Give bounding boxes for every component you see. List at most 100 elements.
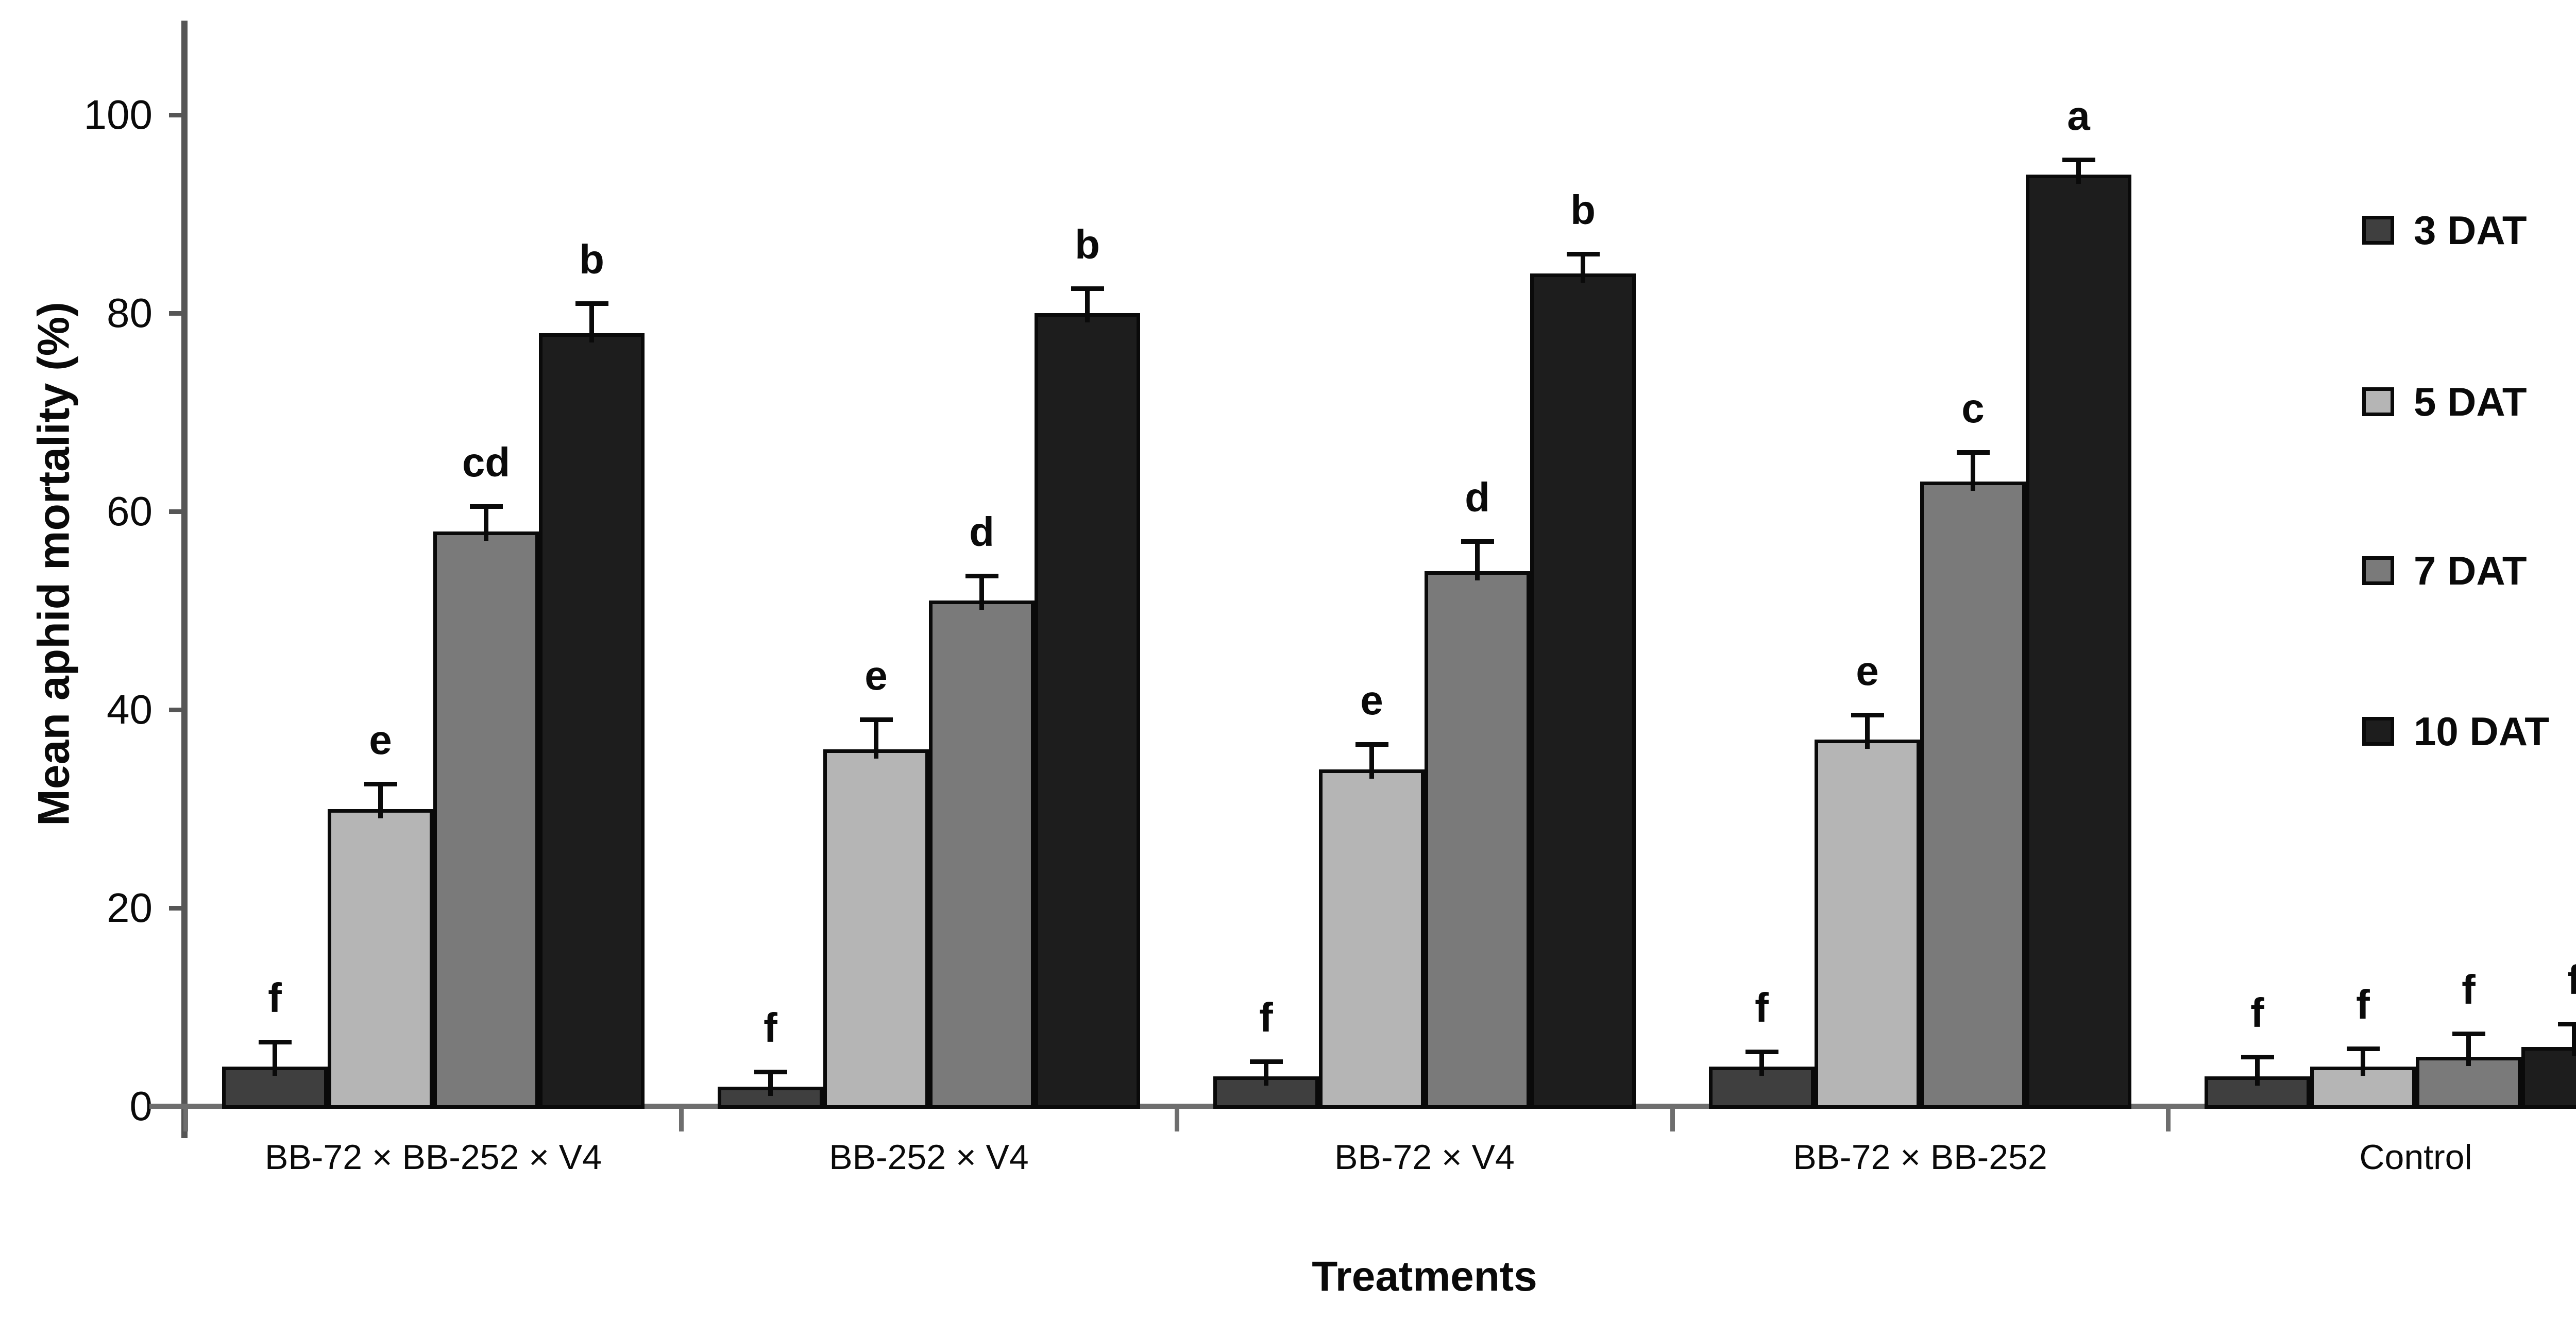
error-bar-cap xyxy=(1355,742,1388,747)
error-bar-stem xyxy=(2361,1049,2365,1076)
sig-letter: f xyxy=(2356,982,2370,1028)
error-bar-cap xyxy=(1071,286,1104,291)
legend-item: 7 DAT xyxy=(2362,545,2527,596)
error-bar-cap xyxy=(364,782,397,787)
error-bar-stem xyxy=(768,1071,773,1096)
bar xyxy=(2310,1067,2416,1109)
sig-letter: c xyxy=(1961,385,1985,431)
error-bar-stem xyxy=(874,719,878,759)
x-axis-title: Treatments xyxy=(1312,1253,1537,1300)
x-axis-boundary-tick xyxy=(2166,1109,2171,1131)
sig-letter: e xyxy=(1856,647,1879,694)
error-bar-stem xyxy=(1759,1052,1764,1076)
error-bar-cap xyxy=(965,574,998,579)
bar xyxy=(328,809,433,1109)
legend-label: 7 DAT xyxy=(2414,547,2527,593)
error-bar-stem xyxy=(378,784,383,818)
error-bar-stem xyxy=(2076,159,2081,184)
error-bar-cap xyxy=(1851,712,1884,717)
sig-letter: cd xyxy=(462,439,511,486)
error-bar-stem xyxy=(1971,452,1975,491)
y-tick-mark xyxy=(169,906,185,911)
y-tick-label: 0 xyxy=(129,1083,153,1129)
y-axis-title: Mean aphid mortality (%) xyxy=(29,302,79,826)
error-bar-stem xyxy=(1581,253,1585,283)
legend-item: 10 DAT xyxy=(2362,706,2549,757)
sig-letter: e xyxy=(865,653,888,699)
x-category-label: BB-252 × V4 xyxy=(829,1138,1029,1177)
bar xyxy=(539,333,645,1109)
sig-letter: e xyxy=(369,717,392,763)
error-bar-cap xyxy=(1566,251,1600,256)
x-axis-boundary-tick xyxy=(1670,1109,1675,1131)
error-bar-cap xyxy=(2062,157,2095,162)
error-bar-stem xyxy=(1475,541,1480,580)
sig-letter: b xyxy=(1570,186,1596,233)
y-tick-mark xyxy=(169,708,185,712)
bar xyxy=(1035,313,1140,1109)
bar xyxy=(823,749,929,1109)
error-bar-cap xyxy=(2346,1046,2380,1052)
x-category-label: BB-72 × BB-252 xyxy=(1793,1138,2047,1177)
bar xyxy=(1815,739,1920,1109)
legend-swatch xyxy=(2362,216,2394,245)
error-bar-cap xyxy=(2241,1054,2274,1059)
bar xyxy=(1425,571,1530,1109)
x-category-label: BB-72 × BB-252 × V4 xyxy=(265,1138,602,1177)
y-tick-label: 60 xyxy=(107,488,152,534)
error-bar-stem xyxy=(484,506,488,541)
error-bar-stem xyxy=(273,1041,277,1076)
y-tick-mark xyxy=(169,311,185,316)
error-bar-cap xyxy=(1249,1059,1283,1065)
bar xyxy=(929,601,1035,1109)
y-tick-label: 40 xyxy=(107,687,152,732)
y-axis-spine xyxy=(181,21,188,1138)
bar xyxy=(433,531,539,1109)
y-tick-label: 80 xyxy=(107,290,152,336)
x-category-label: BB-72 × V4 xyxy=(1334,1138,1515,1177)
error-bar-stem xyxy=(1369,744,1374,779)
bar xyxy=(1319,769,1425,1109)
x-axis-boundary-tick xyxy=(1175,1109,1179,1131)
sig-letter: d xyxy=(969,509,994,555)
sig-letter: d xyxy=(1465,474,1490,520)
legend-swatch xyxy=(2362,387,2394,416)
x-category-label: Control xyxy=(2359,1138,2472,1177)
error-bar-stem xyxy=(2572,1024,2576,1056)
bar xyxy=(1920,482,2026,1109)
y-tick-mark xyxy=(169,509,185,514)
error-bar-stem xyxy=(2466,1034,2471,1066)
error-bar-stem xyxy=(979,576,984,610)
error-bar-cap xyxy=(1461,539,1494,544)
x-axis-boundary-tick xyxy=(679,1109,684,1131)
sig-letter: f xyxy=(1259,994,1273,1041)
error-bar-stem xyxy=(1264,1061,1268,1086)
sig-letter: a xyxy=(2067,92,2090,139)
sig-letter: f xyxy=(1755,985,1769,1031)
bar xyxy=(1530,273,1636,1109)
bar xyxy=(2521,1046,2576,1109)
bar xyxy=(2026,174,2131,1109)
legend-item: 3 DAT xyxy=(2362,204,2527,256)
error-bar-stem xyxy=(2255,1056,2260,1086)
sig-letter: e xyxy=(1360,677,1383,724)
error-bar-cap xyxy=(754,1069,787,1074)
sig-letter: f xyxy=(2462,967,2476,1013)
error-bar-stem xyxy=(1865,714,1870,749)
legend-swatch xyxy=(2362,717,2394,746)
sig-letter: f xyxy=(2250,989,2264,1036)
error-bar-cap xyxy=(575,301,608,306)
error-bar-stem xyxy=(589,303,594,342)
error-bar-cap xyxy=(859,717,893,723)
sig-letter: f xyxy=(764,1004,777,1051)
error-bar-cap xyxy=(1956,450,1990,455)
error-bar-cap xyxy=(1745,1050,1778,1055)
error-bar-cap xyxy=(469,504,503,509)
y-tick-mark xyxy=(169,113,185,117)
legend-label: 3 DAT xyxy=(2414,207,2527,253)
sig-letter: f xyxy=(2567,957,2576,1003)
error-bar-cap xyxy=(2452,1032,2485,1037)
error-bar-cap xyxy=(258,1039,292,1044)
sig-letter: b xyxy=(1075,221,1100,267)
